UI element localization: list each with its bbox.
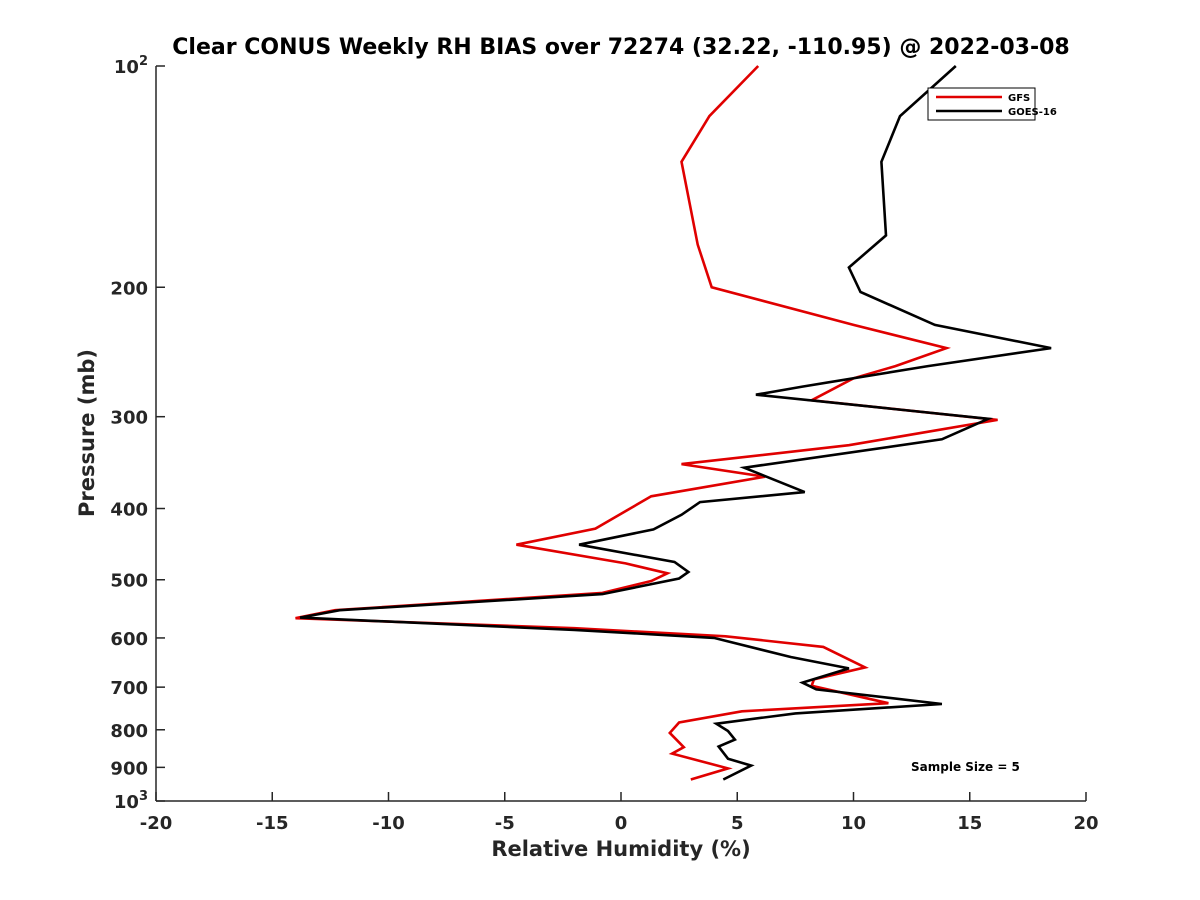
chart-title: Clear CONUS Weekly RH BIAS over 72274 (3…	[172, 35, 1069, 60]
legend-label-goes16: GOES-16	[1008, 107, 1057, 118]
y-tick-label: 200	[110, 278, 148, 299]
x-tick-label: 5	[731, 813, 744, 834]
y-tick-label: 600	[110, 629, 148, 650]
x-tick-label: -20	[140, 813, 173, 834]
sample-size-annotation: Sample Size = 5	[911, 760, 1020, 774]
series-line-gfs	[295, 65, 998, 781]
y-tick-label: 102	[114, 54, 148, 78]
x-tick-label: 10	[841, 813, 866, 834]
x-axis-label: Relative Humidity (%)	[491, 837, 750, 861]
x-tick-label: -15	[256, 813, 289, 834]
y-tick-label: 400	[110, 500, 148, 521]
x-tick-label: 15	[957, 813, 982, 834]
series-line-goes16	[299, 65, 1052, 781]
y-tick-label: 800	[110, 721, 148, 742]
legend: GFS GOES-16	[927, 87, 1057, 121]
y-tick-label: 103	[114, 789, 148, 813]
x-tick-label: 0	[615, 813, 628, 834]
y-tick-label: 900	[110, 758, 148, 779]
legend-box	[927, 87, 1036, 121]
tick-layer: -20 -15 -10 -5 0 5 10 15 20 102 200 300 400 500 600 700…	[110, 54, 1098, 834]
y-tick-label: 300	[110, 408, 148, 429]
series-layer	[295, 65, 1052, 781]
y-tick-label: 700	[110, 678, 148, 699]
x-tick-label: 20	[1073, 813, 1098, 834]
y-axis-label: Pressure (mb)	[75, 349, 99, 517]
x-tick-label: -5	[495, 813, 515, 834]
y-tick-label: 500	[110, 571, 148, 592]
legend-label-gfs: GFS	[1008, 93, 1030, 104]
x-tick-label: -10	[372, 813, 405, 834]
